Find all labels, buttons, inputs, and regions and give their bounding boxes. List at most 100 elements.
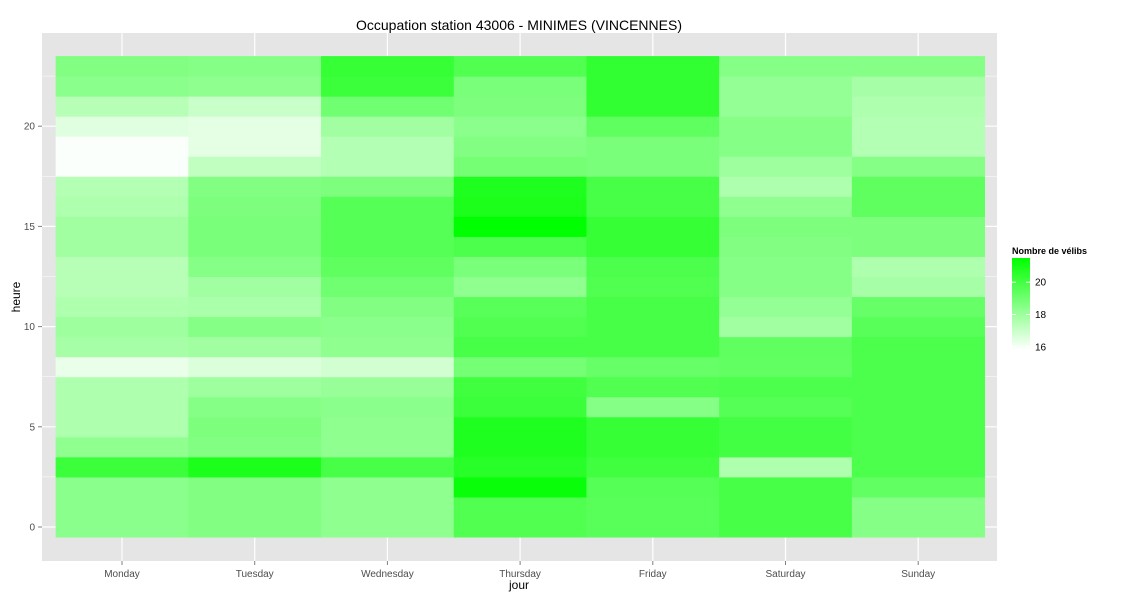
heatmap-cell: [321, 416, 455, 438]
heatmap-cell: [453, 96, 587, 117]
heatmap-cell: [55, 316, 189, 338]
heatmap-cell: [188, 256, 322, 277]
heatmap-cell: [719, 76, 853, 97]
heatmap-cell: [586, 316, 720, 338]
heatmap-cell: [719, 416, 853, 438]
heatmap-cell: [321, 256, 455, 277]
heatmap-cell: [453, 496, 587, 518]
heatmap-cell: [55, 196, 189, 217]
heatmap-cell: [321, 496, 455, 518]
legend-tick-label: 20: [1035, 278, 1047, 289]
heatmap-cell: [586, 476, 720, 498]
heatmap-cell: [719, 396, 853, 418]
heatmap-cell: [719, 156, 853, 177]
heatmap-cell: [851, 316, 986, 338]
heatmap-cell: [55, 416, 189, 438]
heatmap-cell: [719, 176, 853, 197]
heatmap-cell: [321, 136, 455, 157]
heatmap-cell: [719, 296, 853, 318]
heatmap-cell: [586, 76, 720, 97]
heatmap-cell: [453, 176, 587, 197]
heatmap-cell: [453, 336, 587, 358]
heatmap-cell: [586, 96, 720, 117]
heatmap-cell: [188, 296, 322, 318]
heatmap-cell: [851, 436, 986, 458]
heatmap-cell: [851, 456, 986, 478]
heatmap-cell: [453, 76, 587, 97]
heatmap-cell: [188, 196, 322, 217]
heatmap-cell: [453, 416, 587, 438]
heatmap-cell: [851, 256, 986, 277]
heatmap-cell: [321, 456, 455, 478]
heatmap-cell: [453, 276, 587, 298]
heatmap-cell: [188, 336, 322, 358]
x-tick-label: Thursday: [499, 569, 541, 580]
heatmap-cell: [586, 276, 720, 298]
heatmap-cell: [719, 216, 853, 237]
legend-colorbar: [1012, 258, 1030, 350]
heatmap-cell: [586, 256, 720, 277]
heatmap-cell: [719, 256, 853, 277]
heatmap-cell: [188, 56, 322, 77]
heatmap-cell: [719, 316, 853, 338]
heatmap-cell: [851, 156, 986, 177]
heatmap-cell: [55, 276, 189, 298]
heatmap-cell: [321, 156, 455, 177]
heatmap-cell: [851, 276, 986, 298]
heatmap-cell: [586, 416, 720, 438]
heatmap-cell: [188, 316, 322, 338]
heatmap-cell: [453, 316, 587, 338]
heatmap-cell: [851, 496, 986, 518]
heatmap-cell: [851, 296, 986, 318]
heatmap-cell: [321, 356, 455, 378]
heatmap-cell: [188, 76, 322, 97]
heatmap-cell: [188, 356, 322, 378]
y-axis-title: heure: [9, 281, 23, 312]
heatmap-cell: [188, 176, 322, 197]
heatmap-cell: [55, 496, 189, 518]
y-tick-label: 5: [29, 422, 35, 433]
heatmap-cell: [321, 76, 455, 97]
heatmap-cell: [719, 236, 853, 257]
heatmap-cell: [586, 496, 720, 518]
heatmap-cell: [321, 516, 455, 538]
heatmap-cell: [55, 56, 189, 77]
heatmap-cell: [586, 216, 720, 237]
y-tick-label: 0: [29, 523, 35, 534]
heatmap-cell: [851, 336, 986, 358]
heatmap-cell: [851, 96, 986, 117]
heatmap-cell: [586, 436, 720, 458]
heatmap-cell: [453, 156, 587, 177]
heatmap-cell: [851, 236, 986, 257]
heatmap-cell: [55, 76, 189, 97]
heatmap-cell: [321, 296, 455, 318]
heatmap-cell: [55, 376, 189, 398]
heatmap-cell: [188, 376, 322, 398]
heatmap-cell: [453, 216, 587, 237]
heatmap-cell: [188, 396, 322, 418]
y-tick-label: 15: [24, 222, 36, 233]
heatmap-cell: [851, 76, 986, 97]
heatmap-cell: [321, 276, 455, 298]
heatmap-cells: [55, 56, 986, 538]
heatmap-cell: [321, 336, 455, 358]
heatmap-cell: [188, 236, 322, 257]
heatmap-cell: [586, 176, 720, 197]
heatmap-cell: [55, 96, 189, 117]
legend-title: Nombre de vélibs: [1012, 246, 1087, 256]
heatmap-cell: [321, 176, 455, 197]
heatmap-cell: [55, 516, 189, 538]
heatmap-cell: [55, 176, 189, 197]
heatmap-cell: [321, 316, 455, 338]
heatmap-cell: [719, 516, 853, 538]
heatmap-cell: [188, 136, 322, 157]
heatmap-cell: [719, 456, 853, 478]
heatmap-cell: [851, 516, 986, 538]
heatmap-cell: [719, 136, 853, 157]
heatmap-cell: [188, 416, 322, 438]
heatmap-cell: [188, 156, 322, 177]
heatmap-cell: [586, 196, 720, 217]
heatmap-cell: [453, 376, 587, 398]
heatmap-cell: [586, 116, 720, 137]
